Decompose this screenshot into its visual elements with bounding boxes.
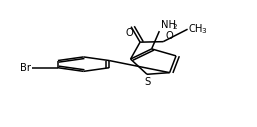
Text: O: O xyxy=(126,28,134,38)
Text: 3: 3 xyxy=(201,28,206,34)
Text: NH: NH xyxy=(161,20,176,30)
Text: S: S xyxy=(144,77,150,87)
Text: Br: Br xyxy=(20,63,31,73)
Text: 2: 2 xyxy=(173,25,178,30)
Text: O: O xyxy=(165,31,173,41)
Text: CH: CH xyxy=(189,24,203,34)
